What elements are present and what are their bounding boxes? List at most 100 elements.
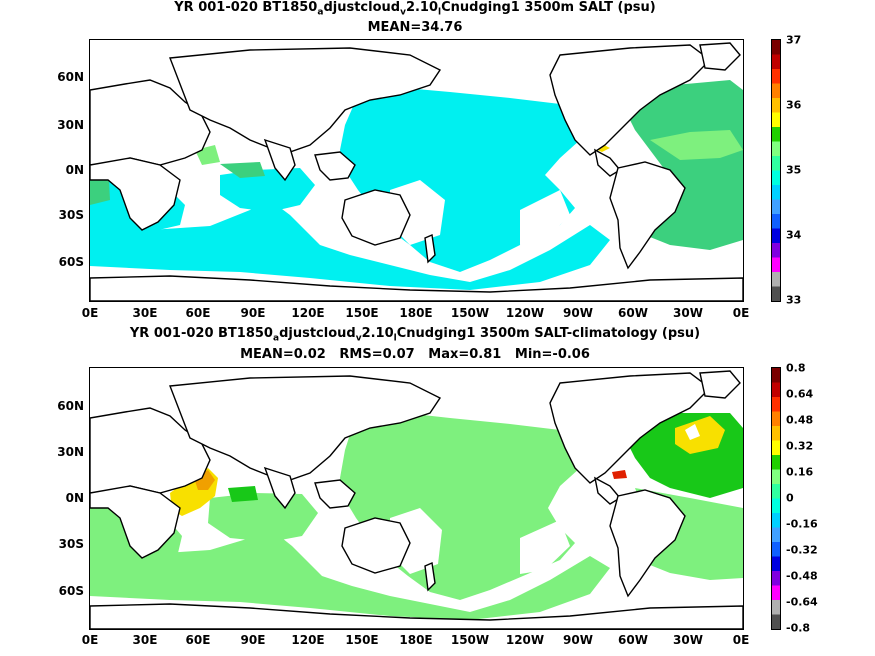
colorbar-swatch: [772, 112, 780, 128]
colorbar-swatch: [772, 127, 780, 142]
colorbar-swatch: [772, 556, 780, 572]
greenland: [699, 42, 741, 71]
bottom-lat-0n: 0N: [65, 491, 84, 505]
colorbar-swatch: [772, 98, 780, 113]
atlantic-yellow-patch: [675, 416, 725, 454]
colorbar-swatch: [772, 484, 780, 499]
bottom-lon-30e: 30E: [132, 633, 158, 647]
colorbar-swatch: [772, 40, 780, 55]
colorbar-swatch: [772, 513, 780, 528]
bottom-lon-0e: 0E: [81, 633, 99, 647]
bottom-subtitle: MEAN=0.02 RMS=0.07 Max=0.81 Min=-0.06: [240, 347, 590, 362]
bottom-lon-120e: 120E: [291, 633, 325, 647]
colorbar-swatch: [772, 585, 780, 601]
bottom-title: YR 001-020 BT1850adjustcloudv2.10lCnudgi…: [129, 326, 701, 344]
bottom-lon-180e: 180E: [399, 633, 433, 647]
top-lon-90w: 90W: [563, 306, 593, 320]
colorbar-swatch: [772, 156, 780, 171]
top-lon-180e: 180E: [399, 306, 433, 320]
bottom-lon-30w: 30W: [673, 633, 703, 647]
bottom-lon-90e: 90E: [240, 633, 266, 647]
colorbar-swatch: [772, 228, 780, 244]
southern-cyan-band: [90, 200, 610, 290]
southern-green-band: [90, 530, 610, 620]
colorbar-swatch: [772, 185, 780, 200]
colorbar-swatch: [772, 368, 780, 383]
bottom-cbar-0.48: 0.48: [786, 413, 814, 427]
colorbar-swatch: [772, 54, 780, 70]
top-lat-60n: 60N: [57, 70, 84, 84]
antarctica: [90, 275, 743, 301]
top-lon-90e: 90E: [240, 306, 266, 320]
bottom-lon-60e: 60E: [185, 633, 211, 647]
top-lon-150e: 150E: [345, 306, 379, 320]
top-lon-0e: 0E: [81, 306, 99, 320]
bottom-lon-120w: 120W: [505, 633, 545, 647]
top-lon-150w: 150W: [450, 306, 490, 320]
australia: [341, 189, 411, 246]
top-lat-60s: 60S: [58, 255, 84, 269]
bottom-lat-60n: 60N: [57, 399, 84, 413]
colorbar-swatch: [772, 600, 780, 615]
top-lat-0n: 0N: [65, 163, 84, 177]
bottom-lon-150e: 150E: [345, 633, 379, 647]
top-map: [89, 39, 744, 302]
top-map-svg: [90, 40, 743, 301]
colorbar-swatch: [772, 455, 780, 470]
top-lon-120e: 120E: [291, 306, 325, 320]
caribbean-red-spot: [612, 470, 627, 479]
coastlines-bottom: [90, 370, 743, 629]
bottom-lon-60w: 60W: [618, 633, 648, 647]
se-asia: [314, 151, 356, 181]
coastlines: [90, 42, 743, 301]
colorbar-swatch: [772, 426, 780, 441]
eurasia: [169, 47, 442, 153]
bottom-cbar--0.32: -0.32: [786, 543, 818, 557]
colorbar-swatch: [772, 469, 780, 485]
top-title: YR 001-020 BT1850adjustcloudv2.10lCnudgi…: [174, 0, 656, 18]
top-lon-30e: 30E: [132, 306, 158, 320]
bottom-lat-30n: 30N: [57, 445, 84, 459]
colorbar-swatch: [772, 257, 780, 273]
bottom-cbar--0.64: -0.64: [786, 595, 818, 609]
top-panel: YR 001-020 BT1850adjustcloudv2.10lCnudgi…: [0, 0, 875, 320]
colorbar-swatch: [772, 286, 780, 301]
colorbar-swatch: [772, 440, 780, 456]
top-cbar-34: 34: [786, 228, 802, 242]
colorbar-swatch: [772, 542, 780, 557]
colorbar-swatch: [772, 243, 780, 258]
colorbar-swatch: [772, 83, 780, 99]
bottom-panel: YR 001-020 BT1850adjustcloudv2.10lCnudgi…: [0, 326, 875, 656]
top-lon-60e: 60E: [185, 306, 211, 320]
top-lon-30w: 30W: [673, 306, 703, 320]
colorbar-swatch: [772, 571, 780, 586]
colorbar-swatch: [772, 170, 780, 186]
bottom-cbar-0.64: 0.64: [786, 387, 814, 401]
colorbar-swatch: [772, 411, 780, 427]
top-cbar-36: 36: [786, 98, 802, 112]
colorbar-swatch: [772, 69, 780, 84]
bottom-map-svg: [90, 368, 743, 629]
colorbar-swatch: [772, 199, 780, 215]
south-america: [609, 161, 686, 270]
top-cbar-35: 35: [786, 163, 802, 177]
bottom-cbar--0.48: -0.48: [786, 569, 818, 583]
bottom-cbar-0.32: 0.32: [786, 439, 814, 453]
colorbar-swatch: [772, 272, 780, 287]
colorbar-swatch: [772, 614, 780, 629]
top-cbar-37: 37: [786, 33, 802, 47]
bottom-lat-60s: 60S: [58, 584, 84, 598]
bottom-cbar--0.8: -0.8: [786, 621, 811, 635]
colorbar-swatch: [772, 527, 780, 543]
bottom-cbar-0.8: 0.8: [786, 361, 806, 375]
bottom-cbar--0.16: -0.16: [786, 517, 818, 531]
colorbar-swatch: [772, 498, 780, 514]
top-lon-0e-end: 0E: [732, 306, 750, 320]
colorbar-swatch: [772, 397, 780, 412]
central-america: [594, 148, 622, 177]
bottom-lon-90w: 90W: [563, 633, 593, 647]
bottom-colorbar: [771, 367, 781, 630]
bottom-map: [89, 367, 744, 630]
top-subtitle: MEAN=34.76: [367, 20, 463, 35]
indian-cyan: [220, 168, 315, 212]
